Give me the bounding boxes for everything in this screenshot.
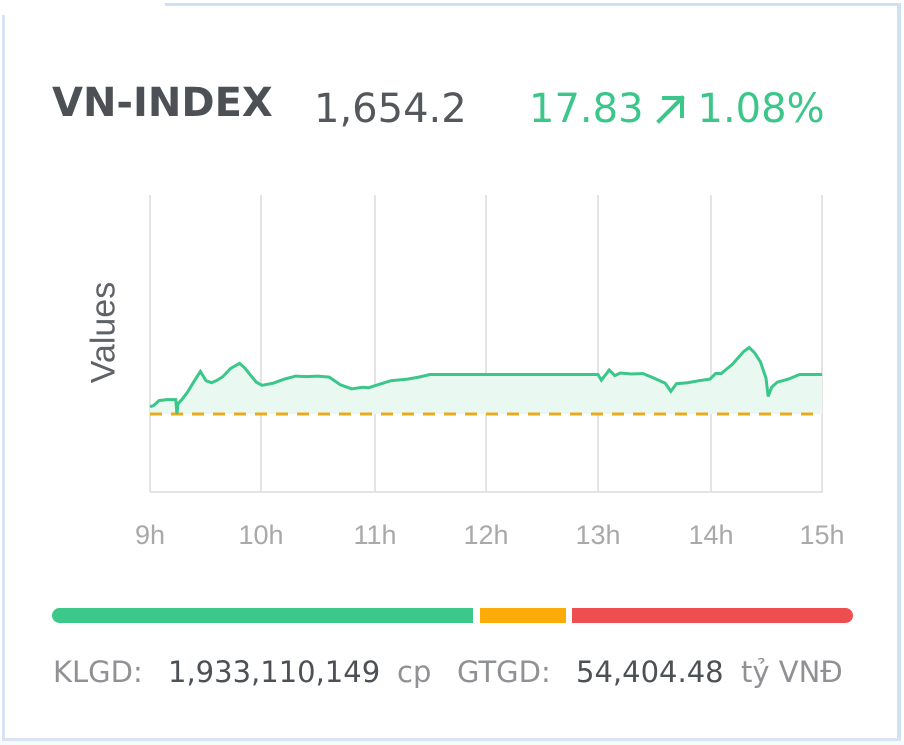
frame-border-top [165,3,898,6]
chart-plot-area [149,195,823,493]
change-points: 17.83 [529,86,644,132]
frame-border-bottom [2,738,901,741]
index-change: 17.83 1.08% [529,86,825,132]
breadth-bar-unchanged [480,608,566,623]
volume-value: 1,933,110,149 [168,655,381,689]
index-value: 1,654.2 [314,86,467,132]
x-tick-label: 13h [575,520,621,550]
frame-border-right [897,3,901,745]
value-unit: tỷ VNĐ [741,655,843,689]
intraday-chart: Values 9h 10h 11h 12h 13h 14h 15h [84,195,845,550]
x-tick-label: 9h [134,520,166,550]
x-tick-label: 14h [688,520,734,550]
arrow-up-right-icon [655,95,685,124]
index-header: VN-INDEX 1,654.2 17.83 1.08% [52,80,825,140]
x-tick-label: 12h [463,520,509,550]
index-name: VN-INDEX [52,80,273,126]
volume-label: KLGD: [53,655,143,689]
x-tick-label: 15h [799,520,845,550]
value-label: GTGD: [457,655,551,689]
frame-border-left [2,15,5,745]
chart-line [149,345,822,414]
x-tick-label: 10h [238,520,284,550]
volume-unit: cp [397,655,432,689]
x-tick-label: 11h [353,520,397,550]
chart-area-fill [150,347,822,414]
chart-gridlines [149,195,823,492]
frame-below-strip [0,741,904,745]
breadth-bar-declining [572,608,853,623]
y-axis-label: Values [84,281,123,384]
value-value: 54,404.48 [576,655,724,689]
breadth-bar-advancing [52,608,473,623]
change-percent: 1.08% [697,86,825,132]
